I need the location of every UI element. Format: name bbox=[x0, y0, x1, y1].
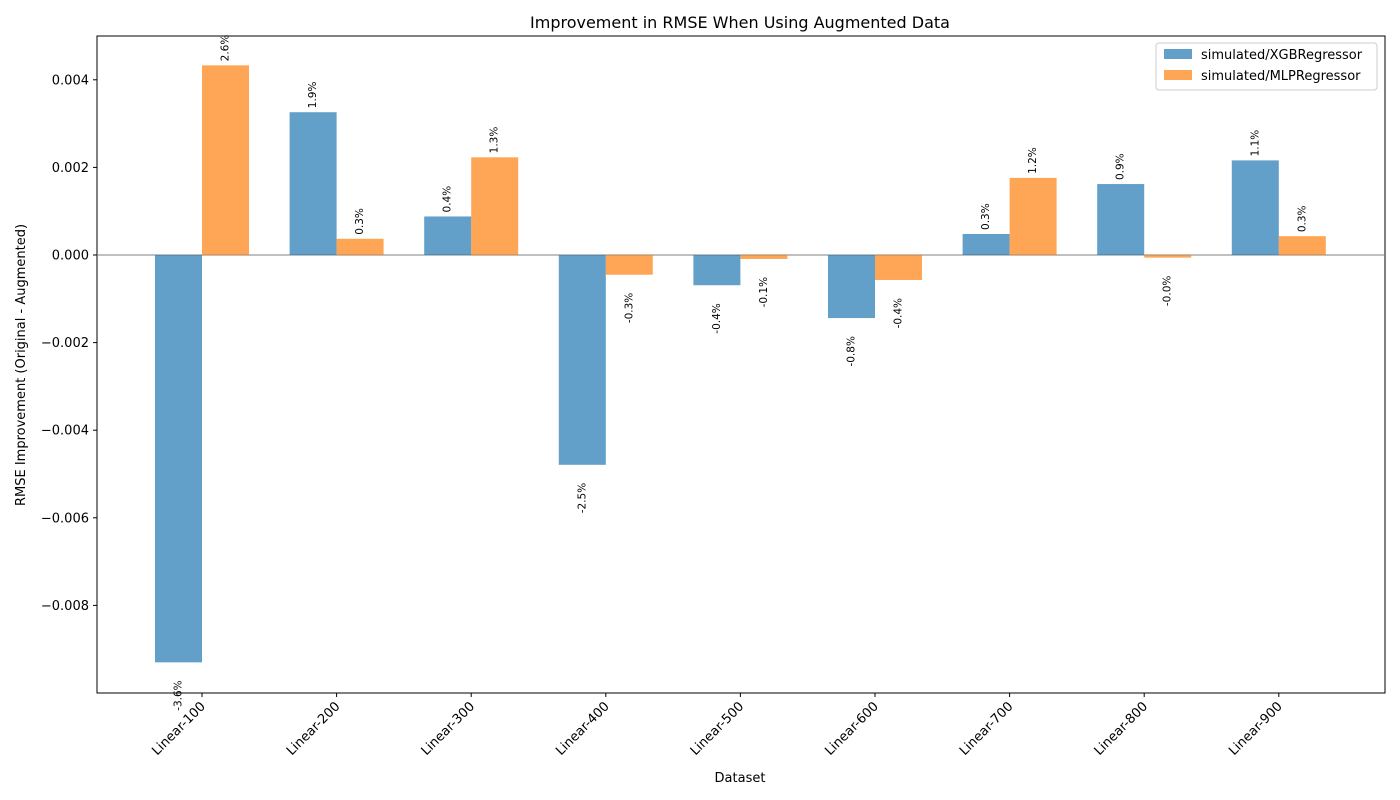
bar-value-label: 1.2% bbox=[1027, 147, 1039, 174]
bar-mlp-linear-800 bbox=[1144, 255, 1192, 258]
legend-entry: simulated/MLPRegressor bbox=[1201, 69, 1361, 84]
bar-xgb-linear-100 bbox=[155, 255, 202, 663]
bar-value-label: -0.4% bbox=[893, 298, 905, 328]
bar-mlp-linear-900 bbox=[1278, 236, 1326, 255]
chart-title: Improvement in RMSE When Using Augmented… bbox=[530, 13, 950, 32]
x-tick-label: Linear-400 bbox=[553, 699, 612, 758]
bar-xgb-linear-500 bbox=[693, 255, 741, 286]
y-axis-ticks: −0.008 −0.006 −0.004 −0.002 0.000 0.002 0.004 bbox=[41, 73, 97, 614]
y-tick-label: −0.008 bbox=[41, 599, 89, 614]
bar-xgb-linear-800 bbox=[1097, 184, 1145, 255]
bar-value-label: -0.0% bbox=[1162, 276, 1174, 306]
bar-xgb-linear-900 bbox=[1231, 160, 1279, 255]
bar-labels: -3.6% 1.9% 0.4% -2.5% -0.4% -0.8% 0.3% 0.9% 1.1%… bbox=[173, 35, 1309, 711]
x-axis-label: Dataset bbox=[715, 771, 766, 786]
bar-value-label: 0.4% bbox=[442, 186, 454, 213]
bar-mlp-linear-200 bbox=[336, 238, 384, 255]
y-axis-label: RMSE Improvement (Original - Augmented) bbox=[14, 224, 29, 506]
x-tick-label: Linear-700 bbox=[957, 699, 1016, 758]
bar-mlp-linear-100 bbox=[202, 65, 249, 255]
bar-xgb-linear-300 bbox=[424, 216, 472, 255]
x-tick-label: Linear-900 bbox=[1226, 699, 1285, 758]
legend-box bbox=[1155, 42, 1378, 91]
bar-mlp-linear-400 bbox=[605, 255, 653, 275]
legend-entry: simulated/XGBRegressor bbox=[1201, 48, 1363, 63]
bar-value-label: 0.3% bbox=[354, 208, 366, 235]
x-tick-label: Linear-300 bbox=[419, 699, 478, 758]
bar-value-label: 0.3% bbox=[1296, 205, 1308, 232]
bar-value-label: 1.9% bbox=[307, 82, 319, 109]
legend-swatch bbox=[1164, 70, 1192, 80]
x-tick-label: Linear-600 bbox=[822, 699, 881, 758]
x-tick-label: Linear-800 bbox=[1092, 699, 1151, 758]
bar-mlp-linear-700 bbox=[1009, 177, 1057, 255]
bar-mlp-linear-600 bbox=[875, 255, 922, 280]
bar-value-label: -3.6% bbox=[173, 680, 185, 710]
bar-xgb-linear-200 bbox=[289, 112, 337, 255]
bar-value-label: 0.9% bbox=[1115, 153, 1127, 180]
legend-swatch bbox=[1164, 49, 1192, 59]
bar-value-label: -0.3% bbox=[623, 293, 635, 323]
legend: simulated/XGBRegressor simulated/MLPRegre… bbox=[1155, 42, 1378, 91]
y-tick-label: 0.002 bbox=[52, 161, 89, 176]
bar-xgb-linear-600 bbox=[828, 255, 875, 319]
bar-value-label: -0.8% bbox=[846, 336, 858, 366]
bar-xgb-linear-700 bbox=[962, 233, 1010, 255]
bar-value-label: -2.5% bbox=[576, 483, 588, 513]
bar-value-label: 1.3% bbox=[489, 127, 501, 154]
bar-mlp-linear-300 bbox=[471, 157, 519, 255]
bar-value-label: 1.1% bbox=[1249, 130, 1261, 157]
bar-xgb-linear-400 bbox=[558, 255, 606, 465]
bar-mlp-linear-500 bbox=[740, 255, 788, 259]
plot-frame bbox=[96, 35, 1386, 694]
bar-value-label: -0.4% bbox=[711, 303, 723, 333]
y-tick-label: −0.002 bbox=[41, 336, 89, 351]
y-tick-label: −0.004 bbox=[41, 424, 89, 439]
bar-value-label: -0.1% bbox=[758, 277, 770, 307]
x-tick-label: Linear-200 bbox=[284, 699, 343, 758]
x-tick-label: Linear-500 bbox=[688, 699, 747, 758]
bars bbox=[155, 65, 1326, 663]
x-axis-ticks: Linear-100 Linear-200 Linear-300 Linear-400… bbox=[149, 693, 1286, 759]
bar-value-label: 2.6% bbox=[220, 35, 232, 62]
y-tick-label: −0.006 bbox=[41, 511, 89, 526]
bar-value-label: 0.3% bbox=[980, 203, 992, 230]
y-tick-label: 0.004 bbox=[52, 73, 89, 88]
y-tick-label: 0.000 bbox=[52, 249, 89, 264]
